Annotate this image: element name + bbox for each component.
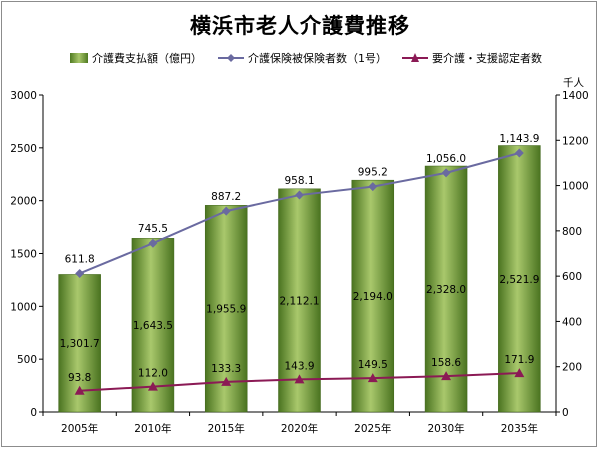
point-insured xyxy=(514,148,524,158)
certified-data-label: 133.3 xyxy=(211,363,241,375)
y-right-tick-label: 400 xyxy=(562,316,582,328)
y-left-tick-label: 0 xyxy=(30,407,37,419)
legend-swatch-bar xyxy=(70,53,88,63)
y-right-tick-label: 1000 xyxy=(562,181,589,193)
bar-data-label: 2,328.0 xyxy=(426,284,466,296)
x-tick-label: 2015年 xyxy=(208,422,245,435)
bar-data-label: 1,643.5 xyxy=(133,320,173,332)
y-right-tick-label: 1200 xyxy=(562,135,589,147)
insured-data-label: 1,056.0 xyxy=(426,153,466,165)
y-left-tick-label: 3000 xyxy=(10,90,37,102)
bar xyxy=(498,145,541,413)
point-certified xyxy=(367,373,378,383)
point-certified xyxy=(294,374,305,384)
certified-data-label: 93.8 xyxy=(68,372,91,384)
insured-data-label: 958.1 xyxy=(284,175,314,187)
y-left-tick-label: 500 xyxy=(17,354,37,366)
point-insured xyxy=(295,190,304,200)
point-insured xyxy=(441,168,451,178)
y-left-tick-label: 1000 xyxy=(10,301,37,313)
legend-marker-certified xyxy=(411,53,419,62)
bar-data-label: 2,194.0 xyxy=(353,291,393,303)
point-insured xyxy=(75,268,85,278)
certified-data-label: 143.9 xyxy=(284,360,314,372)
point-certified xyxy=(441,371,452,381)
bar-data-label: 1,955.9 xyxy=(206,304,246,316)
point-insured xyxy=(148,238,158,248)
legend-label-insured: 介護保険被保険者数（1号） xyxy=(248,52,387,65)
point-certified xyxy=(74,385,85,395)
x-tick-label: 2025年 xyxy=(354,422,391,435)
y-right-tick-label: 1400 xyxy=(562,90,589,102)
chart-title: 横浜市老人介護費推移 xyxy=(190,14,410,38)
legend: 介護費支払額（億円） 介護保険被保険者数（1号） 要介護・支援認定者数 xyxy=(0,50,600,68)
x-tick-label: 2010年 xyxy=(134,422,171,435)
x-tick-label: 2005年 xyxy=(61,422,98,435)
x-tick-label: 2020年 xyxy=(281,422,318,435)
legend-label-certified: 要介護・支援認定者数 xyxy=(432,52,542,65)
insured-data-label: 1,143.9 xyxy=(499,133,539,145)
point-certified xyxy=(514,368,525,378)
certified-data-label: 171.9 xyxy=(504,354,534,366)
bar-data-label: 1,301.7 xyxy=(60,338,100,350)
bar-data-label: 2,112.1 xyxy=(279,295,319,307)
right-axis-unit: 千人 xyxy=(563,77,584,89)
insured-data-label: 611.8 xyxy=(65,253,95,265)
y-right-tick-label: 0 xyxy=(562,407,569,419)
x-tick-label: 2030年 xyxy=(427,422,464,435)
certified-data-label: 112.0 xyxy=(138,368,168,380)
x-tick-label: 2035年 xyxy=(501,422,538,435)
certified-data-label: 149.5 xyxy=(358,359,388,371)
certified-data-label: 158.6 xyxy=(431,357,461,369)
y-right-tick-label: 600 xyxy=(562,271,582,283)
legend-marker-insured xyxy=(227,54,235,62)
y-right-tick-label: 800 xyxy=(562,226,582,238)
bar-data-label: 2,521.9 xyxy=(499,274,539,286)
legend-label-bar: 介護費支払額（億円） xyxy=(92,52,202,65)
bar xyxy=(424,165,468,413)
insured-data-label: 745.5 xyxy=(138,223,168,235)
y-left-tick-label: 2000 xyxy=(10,196,37,208)
point-insured xyxy=(368,182,378,192)
y-left-tick-label: 2500 xyxy=(10,143,37,155)
y-left-tick-label: 1500 xyxy=(10,249,37,261)
point-certified xyxy=(147,381,158,391)
point-insured xyxy=(221,206,231,216)
point-certified xyxy=(221,376,232,386)
insured-data-label: 887.2 xyxy=(211,191,241,203)
y-right-tick-label: 200 xyxy=(562,362,582,374)
insured-data-label: 995.2 xyxy=(358,167,388,179)
